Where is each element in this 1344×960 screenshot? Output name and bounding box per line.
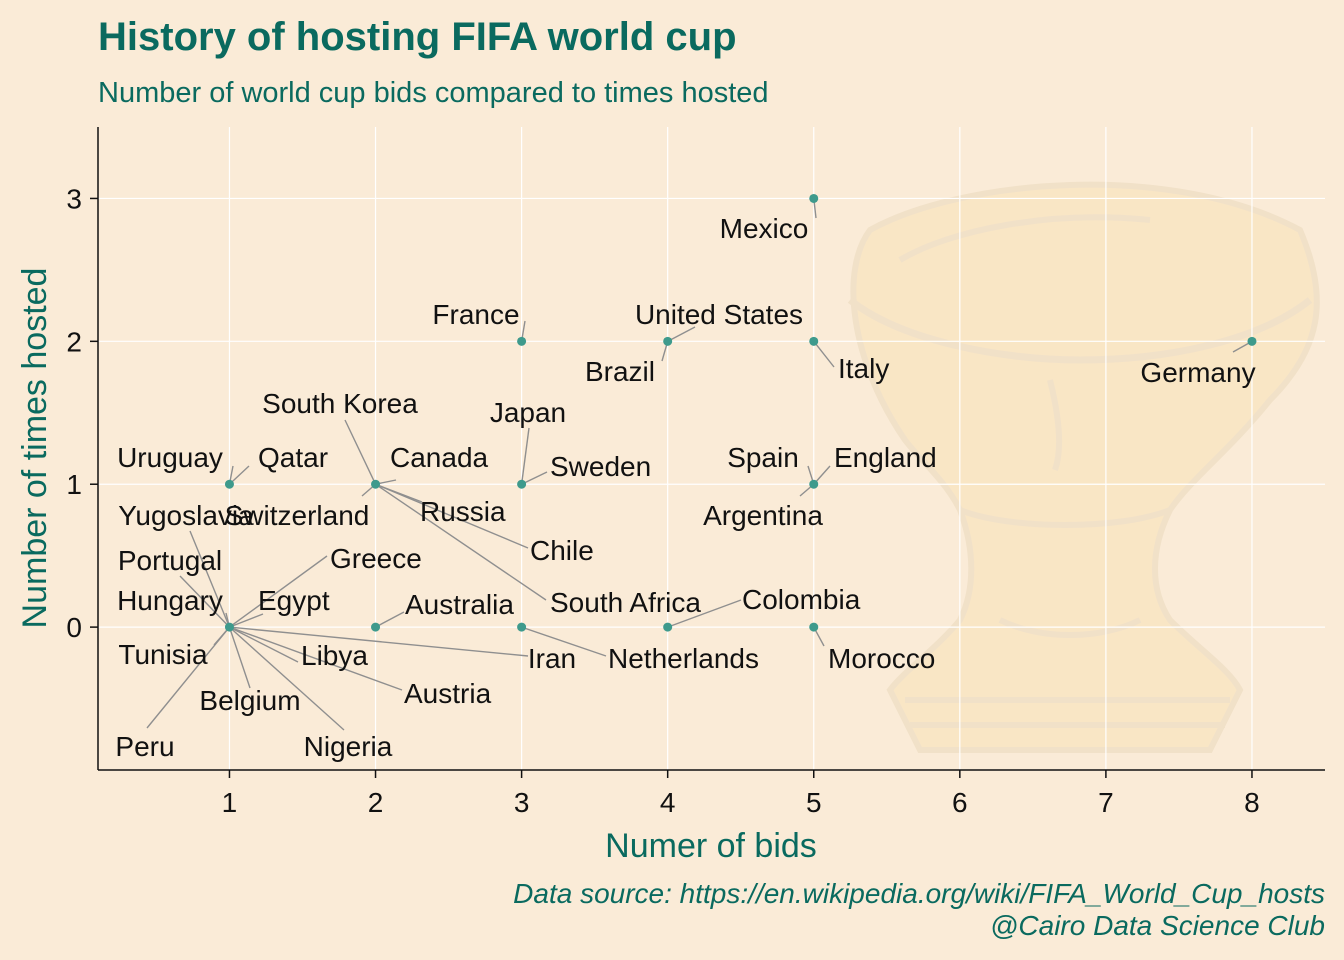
leader-line-chile [375, 483, 529, 549]
caption-credit: @Cairo Data Science Club [990, 910, 1325, 941]
x-tick-label-3: 4 [660, 787, 676, 818]
point-label-egypt: Egypt [258, 585, 330, 616]
point-label-greece: Greece [330, 543, 422, 574]
leader-line-egypt [229, 613, 264, 628]
leader-line-libya [229, 626, 299, 663]
point-label-united-states: United States [635, 299, 803, 330]
leader-lines [146, 198, 1253, 731]
point-label-portugal: Portugal [118, 545, 222, 576]
x-tick-label-1: 2 [368, 787, 384, 818]
x-tick-label-2: 3 [514, 787, 530, 818]
leader-line-iran [229, 626, 529, 657]
point-label-chile: Chile [530, 535, 594, 566]
point-label-hungary: Hungary [117, 585, 223, 616]
leader-line-south-africa [375, 483, 547, 601]
point-label-germany: Germany [1140, 357, 1255, 388]
point-label-japan: Japan [490, 397, 566, 428]
leader-line-colombia [667, 599, 742, 628]
axes: 1 2 3 4 5 6 7 8 0 1 2 3 [66, 127, 1325, 818]
x-tick-label-4: 5 [806, 787, 822, 818]
leader-line-united-states [667, 326, 696, 342]
point-label-peru: Peru [115, 731, 174, 762]
point-label-belgium: Belgium [199, 685, 300, 716]
point-label-iran: Iran [528, 643, 576, 674]
point-label-libya: Libya [301, 640, 368, 671]
point-label-england: England [834, 442, 937, 473]
point-label-sweden: Sweden [550, 451, 651, 482]
leader-line-portugal [179, 575, 230, 628]
point-label-mexico: Mexico [720, 213, 809, 244]
data-point-1-1 [224, 479, 234, 489]
point-label-yugoslavia: Yugoslavia [118, 500, 254, 531]
x-tick-label-6: 7 [1098, 787, 1114, 818]
point-label-argentina: Argentina [703, 500, 823, 531]
y-axis-title: Number of times hosted [16, 268, 54, 629]
point-label-austria: Austria [404, 678, 492, 709]
y-tick-label-1: 1 [66, 469, 82, 500]
leader-line-italy [813, 340, 835, 368]
point-label-qatar: Qatar [258, 442, 328, 473]
y-tick-label-3: 3 [66, 183, 82, 214]
point-label-uruguay: Uruguay [117, 442, 223, 473]
point-label-morocco: Morocco [828, 643, 935, 674]
point-label-russia: Russia [420, 496, 506, 527]
point-label-france: France [432, 299, 519, 330]
data-point-2-1 [371, 479, 381, 489]
point-label-australia: Australia [405, 589, 514, 620]
x-axis-title: Numer of bids [605, 827, 817, 865]
data-point-1-0 [224, 622, 234, 632]
point-label-south-africa: South Africa [550, 587, 701, 618]
data-point-5-1 [809, 479, 819, 489]
x-tick-label-5: 6 [952, 787, 968, 818]
data-point-3-2 [517, 336, 527, 346]
leader-line-japan [520, 427, 530, 485]
x-tick-label-7: 8 [1244, 787, 1260, 818]
leader-line-belgium [228, 626, 251, 689]
point-label-italy: Italy [838, 353, 889, 384]
x-tick-label-0: 1 [222, 787, 238, 818]
point-label-south-korea: South Korea [262, 388, 418, 419]
point-label-switzerland: Switzerland [225, 500, 370, 531]
leader-line-nigeria [228, 626, 345, 731]
point-labels: Mexico France United States Brazil Italy Germ… [115, 213, 1255, 762]
data-point-4-0 [663, 622, 673, 632]
chart-subtitle: Number of world cup bids compared to tim… [98, 77, 769, 109]
data-point-5-0 [809, 622, 819, 632]
leader-line-australia [375, 611, 405, 628]
point-label-nigeria: Nigeria [304, 731, 393, 762]
chart-title: History of hosting FIFA world cup [98, 15, 737, 59]
y-tick-label-2: 2 [66, 326, 82, 357]
data-points [224, 193, 1257, 632]
data-point-4-2 [663, 336, 673, 346]
grid [98, 127, 1325, 770]
point-label-spain: Spain [727, 442, 799, 473]
trophy-watermark-icon [847, 181, 1320, 753]
data-point-5-3 [809, 193, 819, 203]
caption-source: Data source: https://en.wikipedia.org/wi… [513, 878, 1325, 909]
leader-line-peru [146, 626, 231, 729]
leader-line-greece [229, 555, 328, 628]
data-point-5-2 [809, 336, 819, 346]
leader-line-austria [229, 626, 403, 691]
leader-line-netherlands [521, 626, 607, 657]
point-label-brazil: Brazil [585, 356, 655, 387]
y-tick-label-0: 0 [66, 612, 82, 643]
data-point-3-0 [517, 622, 527, 632]
point-label-colombia: Colombia [742, 584, 861, 615]
point-label-netherlands: Netherlands [608, 643, 759, 674]
point-label-canada: Canada [390, 442, 489, 473]
point-label-tunisia: Tunisia [118, 639, 208, 670]
leader-line-south-korea [344, 419, 377, 485]
data-point-8-2 [1247, 336, 1257, 346]
data-point-3-1 [517, 479, 527, 489]
data-point-2-0 [371, 622, 381, 632]
leader-line-sweden [521, 471, 548, 485]
leader-line-yugoslavia [189, 530, 231, 628]
